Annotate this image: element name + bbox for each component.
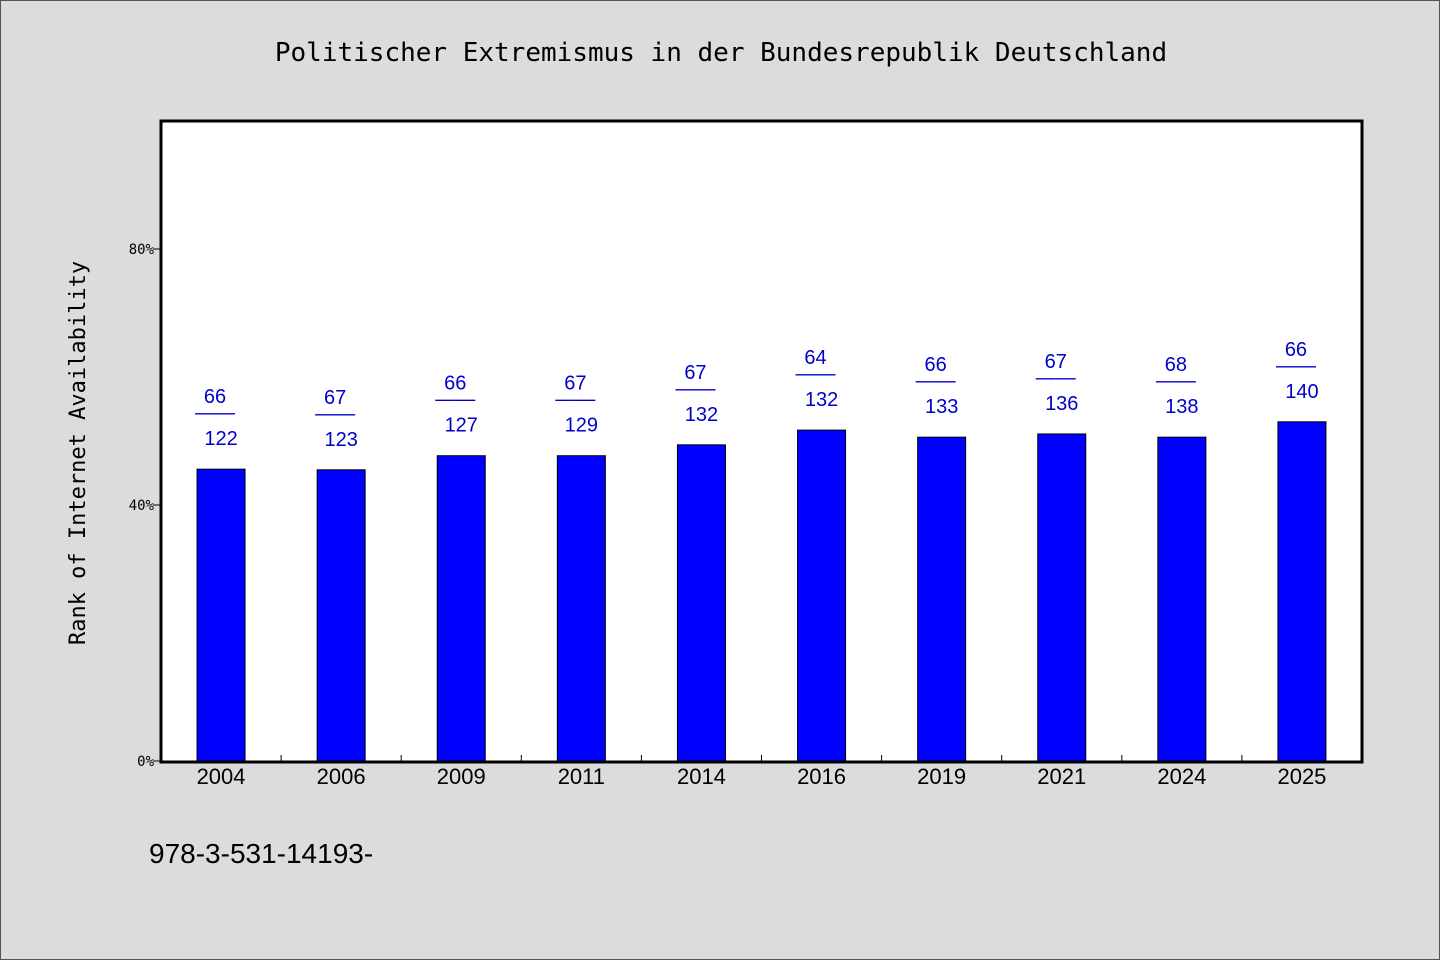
data-label-separator: —— [195, 402, 235, 424]
chart-title: Politischer Extremismus in der Bundesrep… [275, 38, 1167, 68]
data-label-bottom: 123 [324, 429, 357, 451]
data-label-separator: —— [1036, 367, 1076, 389]
data-label-top: 66 [204, 386, 226, 408]
x-tick-label: 2016 [797, 764, 846, 789]
x-tick-label: 2025 [1277, 764, 1326, 789]
y-axis-label: Rank of Internet Availability [66, 261, 91, 645]
x-tick-label: 2021 [1037, 764, 1086, 789]
data-label-separator: —— [916, 370, 956, 392]
x-axis: 2004 2006 2009 2011 2014 2016 2019 2021 2024 2025 [197, 755, 1326, 789]
x-tick-label: 2006 [317, 764, 366, 789]
bar [797, 429, 847, 762]
data-label-separator: —— [435, 389, 475, 411]
bar [556, 455, 606, 762]
bar [1277, 421, 1327, 762]
data-label-bottom: 132 [805, 389, 838, 411]
data-label-bottom: 129 [565, 415, 598, 437]
data-label-separator: —— [1156, 370, 1196, 392]
data-label-top: 67 [1045, 351, 1067, 373]
x-tick-label: 2011 [558, 764, 605, 789]
data-label-separator: —— [555, 389, 595, 411]
y-tick-label: 0% [137, 754, 154, 770]
data-label-separator: —— [315, 403, 355, 425]
bar [676, 444, 726, 762]
data-label-bottom: 133 [925, 396, 958, 418]
data-label-bottom: 127 [445, 415, 478, 437]
data-label-bottom: 138 [1165, 396, 1198, 418]
x-tick-label: 2019 [917, 764, 966, 789]
data-label-separator: —— [675, 378, 715, 400]
y-axis: 0% 40% 80% [129, 242, 161, 770]
bar [917, 436, 967, 762]
bar [196, 468, 246, 762]
data-label-top: 64 [804, 347, 826, 369]
y-tick-label: 40% [129, 498, 155, 514]
bar-series [196, 421, 1327, 762]
data-label-bottom: 140 [1285, 381, 1318, 403]
data-label-separator: —— [1276, 355, 1316, 377]
bar [1157, 436, 1207, 762]
x-tick-label: 2009 [437, 764, 486, 789]
data-label-bottom: 136 [1045, 393, 1078, 415]
x-tick-label: 2024 [1157, 764, 1206, 789]
x-tick-label: 2004 [197, 764, 246, 789]
data-label-separator: —— [796, 363, 836, 385]
footer-isbn-text: 978-3-531-14193- [149, 838, 373, 869]
x-tick-label: 2014 [677, 764, 726, 789]
bar [316, 469, 366, 762]
bar [436, 455, 486, 762]
y-tick-label: 80% [129, 242, 155, 258]
data-label-top: 66 [925, 354, 947, 376]
data-label-top: 66 [1285, 339, 1307, 361]
data-label-top: 68 [1165, 354, 1187, 376]
data-label-top: 66 [444, 373, 466, 395]
data-label-top: 67 [564, 373, 586, 395]
bar [1037, 433, 1087, 762]
data-label-top: 67 [684, 362, 706, 384]
data-labels: 66——12267——12366——12767——12967——13264——1… [195, 339, 1319, 451]
data-label-bottom: 132 [685, 404, 718, 426]
data-label-top: 67 [324, 387, 346, 409]
data-label-bottom: 122 [204, 428, 237, 450]
